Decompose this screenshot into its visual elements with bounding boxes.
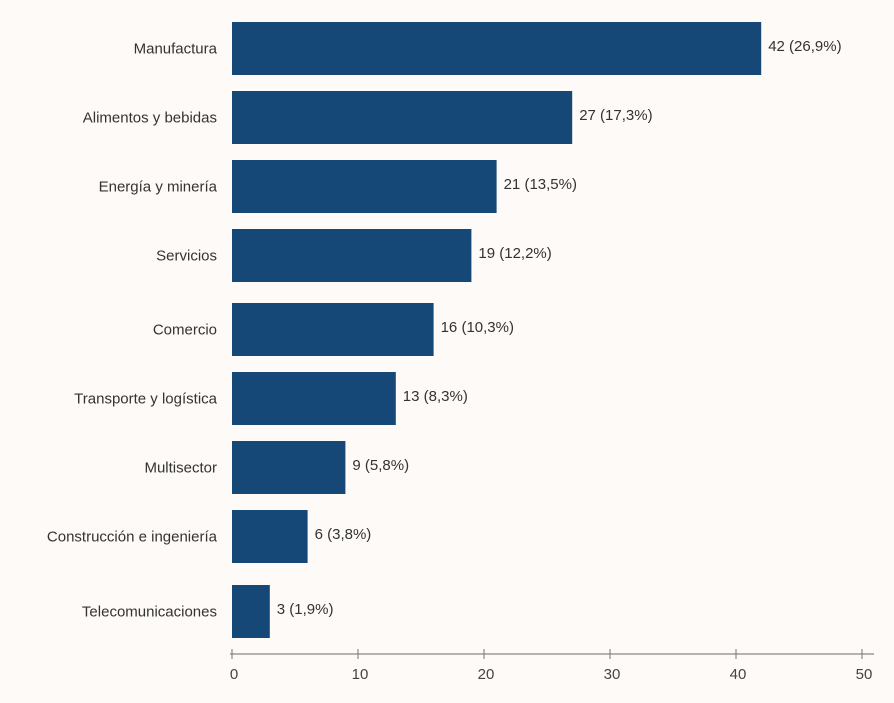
bars-group <box>232 22 762 638</box>
data-label: 3 (1,9%) <box>277 601 334 618</box>
data-label: 6 (3,8%) <box>315 526 372 543</box>
category-label: Construcción e ingeniería <box>47 529 218 546</box>
x-tick-label: 20 <box>478 666 495 683</box>
bar-5 <box>232 372 396 425</box>
category-label: Comercio <box>153 322 217 339</box>
bar-6 <box>232 441 346 494</box>
data-label: 19 (12,2%) <box>478 245 551 262</box>
bar-8 <box>232 585 270 638</box>
data-label: 13 (8,3%) <box>403 388 468 405</box>
bar-1 <box>232 91 573 144</box>
category-label: Servicios <box>156 248 217 265</box>
category-label: Multisector <box>144 460 217 477</box>
data-label: 16 (10,3%) <box>441 319 514 336</box>
x-tick-label: 50 <box>856 666 873 683</box>
value-labels-group: 42 (26,9%) 27 (17,3%) 21 (13,5%) 19 (12,2%)… <box>277 38 842 618</box>
data-label: 42 (26,9%) <box>768 38 841 55</box>
x-tick-label: 10 <box>352 666 369 683</box>
data-label: 9 (5,8%) <box>352 457 409 474</box>
category-label: Energía y minería <box>99 179 218 196</box>
data-label: 21 (13,5%) <box>504 176 577 193</box>
category-label: Telecomunicaciones <box>82 604 217 621</box>
x-tick-label: 30 <box>604 666 621 683</box>
category-label: Alimentos y bebidas <box>83 110 217 127</box>
x-tick-label: 40 <box>730 666 747 683</box>
bar-7 <box>232 510 308 563</box>
category-labels-group: Manufactura Alimentos y bebidas Energía y … <box>47 41 218 621</box>
bar-4 <box>232 303 434 356</box>
bar-0 <box>232 22 762 75</box>
x-tick-label: 0 <box>230 666 238 683</box>
bar-2 <box>232 160 497 213</box>
category-label: Manufactura <box>134 41 218 58</box>
data-label: 27 (17,3%) <box>579 107 652 124</box>
category-label: Transporte y logística <box>74 391 217 408</box>
x-axis: 0 10 20 30 40 50 <box>230 649 874 683</box>
bar-3 <box>232 229 472 282</box>
